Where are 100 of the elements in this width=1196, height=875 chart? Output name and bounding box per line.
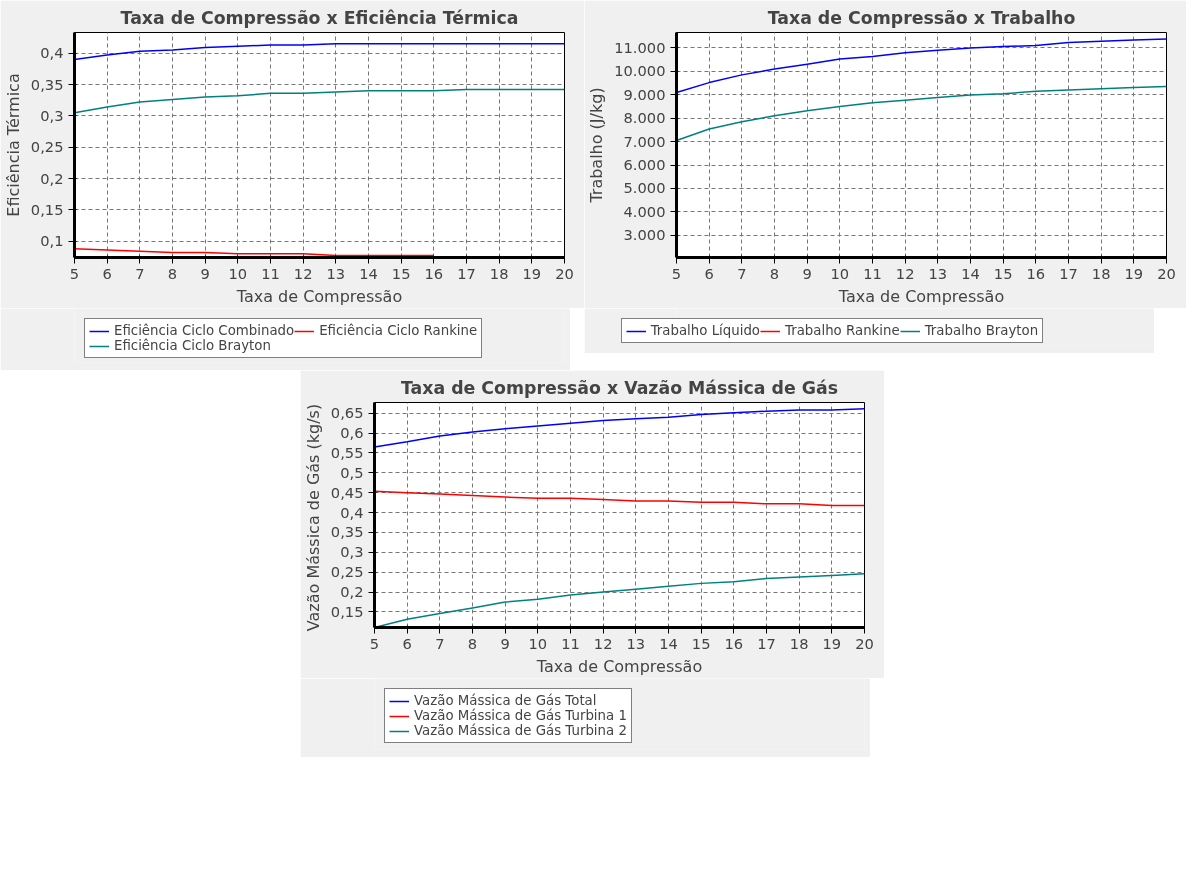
y-tick-label: 11.000 (614, 38, 666, 56)
x-tick-label: 7 (435, 634, 445, 652)
x-tick-label: 15 (993, 264, 1013, 282)
x-tick-label: 7 (737, 264, 747, 282)
x-tick-label: 20 (1157, 264, 1176, 282)
line-series (374, 408, 865, 448)
y-tick-label: 0,5 (340, 463, 364, 481)
x-axis-title: Taxa de Compressão (235, 286, 403, 306)
x-tick-label: 17 (757, 634, 776, 652)
y-tick-label: 3.000 (623, 226, 666, 244)
x-tick-label: 9 (802, 264, 812, 282)
line-series (374, 490, 865, 507)
x-tick-label: 11 (261, 264, 280, 282)
x-tick-label: 5 (369, 634, 380, 652)
x-tick-label: 5 (671, 264, 682, 282)
x-tick-label: 13 (326, 264, 346, 282)
line-series (74, 88, 565, 114)
y-tick-label: 0,15 (330, 603, 364, 620)
x-tick-label: 15 (691, 634, 711, 652)
chart-title: Taxa de Compressão x Trabalho (767, 7, 1076, 28)
legend-label: Trabalho Rankine (785, 323, 900, 338)
legend-label: Eficiência Ciclo Brayton (114, 338, 271, 353)
x-tick-label: 20 (855, 634, 874, 652)
x-tick-label: 8 (467, 634, 478, 652)
y-tick-label: 7.000 (623, 132, 666, 150)
x-tick-label: 9 (200, 264, 210, 282)
y-tick-label: 0,15 (30, 200, 64, 218)
y-tick-label: 5.000 (623, 179, 666, 197)
x-tick-label: 10 (830, 264, 850, 282)
y-tick-label: 0,35 (30, 75, 64, 93)
legend-label: Trabalho Brayton (924, 323, 1039, 338)
x-tick-label: 18 (489, 264, 509, 282)
x-tick-label: 7 (135, 264, 145, 282)
y-tick-label: 0,2 (40, 169, 64, 187)
y-tick-label: 10.000 (614, 62, 666, 80)
legend-label: Trabalho Líquido (650, 323, 761, 338)
x-tick-label: 6 (704, 264, 714, 282)
legend-label: Vazão Mássica de Gás Turbina 1 (414, 708, 627, 723)
x-tick-label: 11 (561, 634, 580, 652)
x-tick-label: 13 (928, 264, 948, 282)
y-tick-label: 0,1 (40, 232, 64, 250)
x-tick-label: 16 (1026, 264, 1046, 282)
x-tick-label: 19 (822, 634, 842, 652)
x-tick-label: 12 (293, 264, 313, 282)
x-tick-label: 20 (555, 264, 574, 282)
y-tick-label: 8.000 (623, 109, 666, 127)
x-tick-label: 10 (228, 264, 248, 282)
y-tick-label: 0,3 (40, 106, 64, 124)
chart-title: Taxa de Compressão x Vazão Mássica de Gás (400, 377, 839, 398)
y-tick-label: 0,4 (40, 44, 64, 62)
x-tick-label: 5 (69, 264, 80, 282)
y-tick-label: 0,4 (340, 503, 364, 521)
line-series (74, 43, 565, 61)
y-tick-label: 6.000 (623, 156, 666, 174)
line-series (676, 38, 1167, 94)
x-tick-label: 13 (626, 634, 646, 652)
x-tick-label: 19 (522, 264, 542, 282)
x-tick-label: 9 (500, 634, 510, 652)
y-axis-title: Trabalho (J/kg) (587, 87, 607, 204)
x-tick-label: 17 (457, 264, 476, 282)
y-tick-label: 4.000 (623, 202, 666, 220)
x-tick-label: 19 (1124, 264, 1144, 282)
x-tick-label: 16 (724, 634, 744, 652)
y-tick-label: 0,55 (330, 443, 364, 461)
y-axis-title: Vazão Mássica de Gás (kg/s) (303, 403, 323, 632)
x-tick-label: 18 (1091, 264, 1111, 282)
y-tick-label: 0,25 (30, 138, 64, 156)
x-tick-label: 12 (895, 264, 915, 282)
x-tick-label: 12 (593, 634, 613, 652)
y-tick-label: 0,2 (340, 583, 364, 601)
x-tick-label: 15 (391, 264, 411, 282)
y-axis-title: Eficiência Térmica (3, 73, 23, 217)
x-tick-label: 18 (789, 634, 809, 652)
x-tick-label: 8 (769, 264, 780, 282)
x-tick-label: 14 (659, 634, 678, 652)
x-tick-label: 11 (863, 264, 882, 282)
legend-label: Vazão Mássica de Gás Total (414, 693, 597, 708)
x-tick-label: 14 (961, 264, 980, 282)
y-tick-label: 0,25 (330, 563, 364, 581)
chart-title: Taxa de Compressão x Eficiência Térmica (120, 7, 519, 28)
legend-label: Vazão Mássica de Gás Turbina 2 (414, 723, 627, 738)
x-tick-label: 8 (167, 264, 178, 282)
x-tick-label: 10 (528, 634, 548, 652)
y-tick-label: 0,65 (330, 404, 364, 422)
x-axis-title: Taxa de Compressão (535, 656, 703, 676)
legend-label: Eficiência Ciclo Rankine (319, 323, 478, 338)
x-tick-label: 17 (1059, 264, 1078, 282)
y-tick-label: 0,6 (340, 424, 364, 442)
legend-label: Eficiência Ciclo Combinado (114, 323, 295, 338)
x-tick-label: 16 (424, 264, 444, 282)
x-axis-title: Taxa de Compressão (837, 286, 1005, 306)
x-tick-label: 6 (102, 264, 112, 282)
line-series (74, 247, 435, 257)
y-tick-label: 9.000 (623, 85, 666, 103)
x-tick-label: 6 (402, 634, 412, 652)
x-tick-label: 14 (359, 264, 378, 282)
line-series (676, 85, 1167, 142)
y-tick-label: 0,35 (330, 523, 364, 541)
y-tick-label: 0,45 (330, 483, 364, 501)
y-tick-label: 0,3 (340, 543, 364, 561)
